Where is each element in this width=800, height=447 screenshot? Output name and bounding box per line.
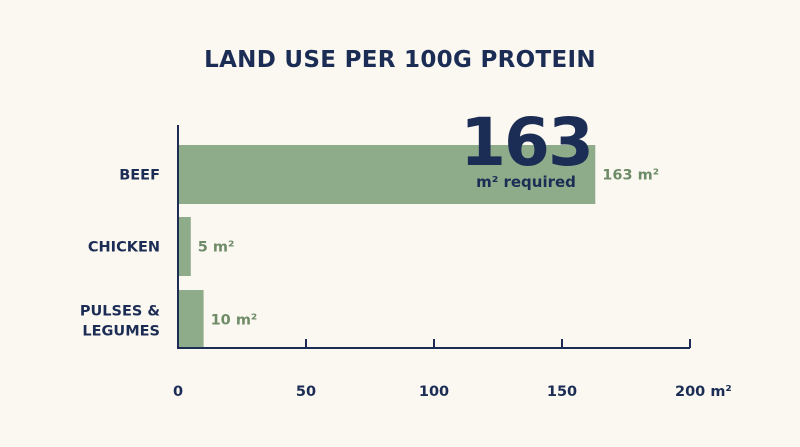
category-label-pulses-and-legumes: PULSES & LEGUMES: [80, 304, 160, 340]
highlight-number: 163: [460, 104, 592, 181]
x-tick-label-200: 200 m²: [675, 384, 732, 400]
category-label-chicken: CHICKEN: [88, 240, 160, 256]
axes: 0 50 100 150 200 m²: [173, 125, 732, 400]
bars-layer: [178, 145, 596, 349]
x-tick-label-150: 150: [547, 384, 577, 400]
chart-title: LAND USE PER 100G PROTEIN: [204, 47, 596, 73]
bar-pulses-and-legumes: [178, 290, 204, 349]
category-labels: BEEF CHICKEN PULSES & LEGUMES: [80, 168, 160, 340]
value-label-pulses-and-legumes: 10 m²: [211, 313, 258, 329]
bar-beef: [178, 145, 596, 204]
highlight-caption: m² required: [476, 173, 576, 191]
value-label-chicken: 5 m²: [198, 240, 235, 256]
value-labels: 163 m² 5 m² 10 m²: [198, 168, 659, 329]
x-tick-label-100: 100: [419, 384, 449, 400]
bar-chicken: [178, 217, 191, 276]
x-tick-label-50: 50: [296, 384, 316, 400]
highlight-callout: 163 m² required: [460, 104, 594, 191]
x-tick-label-0: 0: [173, 384, 183, 400]
value-label-beef: 163 m²: [602, 168, 659, 184]
category-label-beef: BEEF: [119, 168, 160, 184]
